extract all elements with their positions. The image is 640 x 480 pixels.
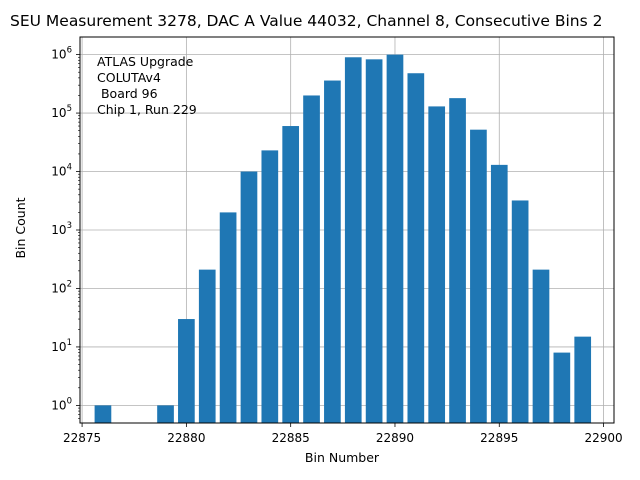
- y-tick-label: 105: [51, 104, 72, 120]
- bar-22876: [94, 405, 112, 423]
- bar-22896: [511, 200, 529, 423]
- x-tick-label: 22875: [63, 431, 101, 445]
- bar-22899: [574, 336, 592, 423]
- bar-22880: [178, 319, 195, 423]
- y-tick-label: 104: [51, 163, 72, 179]
- y-tick-label: 100: [51, 396, 72, 412]
- bars: [94, 54, 592, 424]
- plot-frame: [79, 36, 615, 424]
- bar-22888: [344, 57, 362, 424]
- y-axis-label: Bin Count: [13, 197, 28, 258]
- y-tick-label: 102: [51, 279, 72, 295]
- y-tick-label: 101: [51, 338, 72, 354]
- x-tick-label: 22895: [480, 431, 518, 445]
- y-axis-ticks: 100 101 102 103 104 105 106: [51, 46, 80, 419]
- bar-22886: [303, 95, 320, 423]
- y-tick-label: 106: [51, 46, 72, 62]
- bar-22895: [490, 164, 508, 423]
- chart-title: SEU Measurement 3278, DAC A Value 44032,…: [10, 12, 602, 30]
- bar-22887: [324, 80, 341, 423]
- bar-22881: [198, 269, 216, 423]
- bar-22883: [240, 171, 258, 423]
- y-tick-label: 103: [51, 221, 72, 237]
- bar-22892: [428, 106, 446, 424]
- bar-22885: [282, 126, 300, 424]
- annotation-line: Chip 1, Run 229: [97, 102, 197, 117]
- bar-22894: [470, 129, 487, 423]
- bar-22897: [532, 269, 550, 423]
- bar-22891: [407, 73, 425, 423]
- x-tick-label: 22885: [272, 431, 310, 445]
- annotation-line: Board 96: [97, 86, 158, 101]
- annotation-line: COLUTAv4: [97, 70, 161, 85]
- x-tick-label: 22890: [376, 431, 414, 445]
- x-tick-label: 22880: [167, 431, 205, 445]
- bar-22889: [365, 59, 383, 424]
- bar-22890: [386, 54, 404, 424]
- x-tick-label: 22900: [584, 431, 622, 445]
- bar-22879: [157, 405, 174, 423]
- bar-22898: [553, 352, 571, 423]
- x-axis-label: Bin Number: [305, 450, 380, 465]
- bar-22893: [449, 98, 466, 424]
- bar-22884: [261, 150, 279, 423]
- x-axis-ticks: 22875 22880 22885 22890 22895 22900: [63, 423, 623, 445]
- bar-22882: [219, 212, 237, 423]
- annotation-line: ATLAS Upgrade: [97, 54, 194, 69]
